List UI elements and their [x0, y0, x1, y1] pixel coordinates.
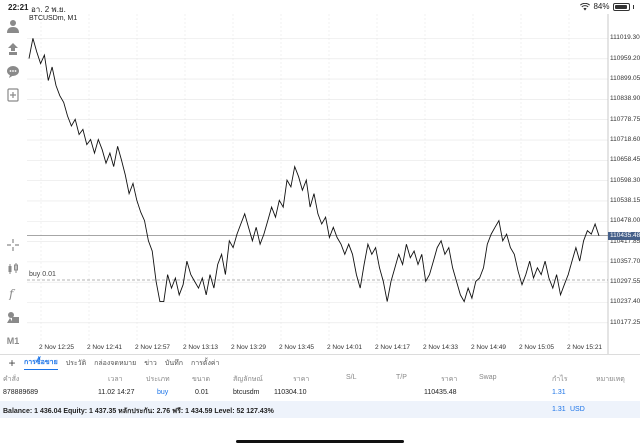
- tab-trade[interactable]: การซื้อขาย: [24, 357, 58, 370]
- col-swap[interactable]: Swap: [479, 374, 497, 381]
- wifi-icon: [580, 2, 591, 10]
- trade-icon[interactable]: [3, 39, 23, 59]
- battery-percent: 84%: [593, 2, 610, 11]
- cell-profit: 1.31: [552, 389, 566, 396]
- x-tick-label: 2 Nov 14:17: [375, 344, 411, 351]
- status-time: 22:21: [8, 3, 29, 12]
- col-price[interactable]: ราคา: [293, 376, 310, 383]
- account-icon[interactable]: [3, 16, 23, 36]
- y-tick-label: 111019.30: [610, 34, 640, 42]
- y-tick-label: 110899.05: [610, 75, 640, 83]
- symbol-label: BTCUSDm, M1: [29, 15, 78, 22]
- tab-mailbox[interactable]: กล่องจดหมาย: [94, 359, 137, 367]
- tab-news[interactable]: ข่าว: [144, 359, 157, 367]
- candlestick-icon[interactable]: [3, 259, 23, 279]
- y-tick-label: 110959.20: [610, 54, 640, 62]
- status-date: อา. 2 พ.ย.: [31, 5, 66, 14]
- balance-summary: Balance: 1 436.04 Equity: 1 437.35 หลักป…: [3, 408, 274, 415]
- crosshair-icon[interactable]: [3, 235, 23, 255]
- x-tick-label: 2 Nov 14:33: [423, 344, 459, 351]
- y-tick-label: 110838.90: [610, 95, 640, 103]
- bottom-tab-bar: + การซื้อขาย ประวัติ กล่องจดหมาย ข่าว บั…: [0, 354, 640, 371]
- chart-canvas[interactable]: [27, 14, 640, 354]
- col-type[interactable]: ประเภท: [146, 376, 170, 383]
- y-tick-label: 110297.55: [610, 278, 640, 286]
- indicator-icon[interactable]: f: [3, 283, 23, 303]
- cell-symbol: btcusdm: [233, 389, 260, 396]
- col-symbol[interactable]: สัญลักษณ์: [233, 376, 263, 383]
- status-indicators: 84%: [580, 2, 634, 11]
- y-tick-label: 110417.85: [610, 237, 640, 245]
- col-comment[interactable]: หมายเหตุ: [596, 376, 625, 383]
- table-header: คำสั่ง เวลา ประเภท ขนาด สัญลักษณ์ ราคา S…: [0, 371, 640, 385]
- x-tick-label: 2 Nov 12:41: [87, 344, 123, 351]
- current-price-tag: 110435.48: [608, 231, 640, 240]
- total-profit: 1.31: [552, 406, 566, 413]
- tab-settings[interactable]: การตั้งค่า: [190, 359, 220, 367]
- y-tick-label: 110538.15: [610, 196, 640, 204]
- tab-history[interactable]: ประวัติ: [65, 359, 87, 367]
- cell-volume: 0.01: [195, 389, 209, 396]
- cell-order: 878889689: [3, 389, 39, 396]
- cell-time: 11.02 14:27: [98, 389, 135, 396]
- add-button[interactable]: +: [8, 356, 16, 370]
- y-tick-label: 110778.75: [610, 115, 640, 123]
- tab-journal[interactable]: บันทึก: [164, 359, 183, 367]
- balance-bar: Balance: 1 436.04 Equity: 1 437.35 หลักป…: [0, 401, 640, 418]
- col-profit[interactable]: กำไร: [552, 376, 568, 383]
- cell-type: buy: [157, 389, 169, 396]
- new-chart-icon[interactable]: [3, 85, 23, 105]
- battery-icon: [612, 2, 630, 11]
- y-tick-label: 110237.40: [610, 298, 640, 306]
- y-tick-label: 110357.70: [610, 257, 640, 265]
- x-tick-label: 2 Nov 12:25: [39, 344, 75, 351]
- y-tick-label: 110478.00: [610, 217, 640, 225]
- col-volume[interactable]: ขนาด: [192, 376, 211, 383]
- col-tp[interactable]: T/P: [396, 374, 407, 381]
- y-tick-label: 110177.25: [610, 318, 640, 326]
- positions-table: คำสั่ง เวลา ประเภท ขนาด สัญลักษณ์ ราคา S…: [0, 371, 640, 402]
- cell-current-price: 110435.48: [424, 389, 457, 396]
- y-tick-label: 110718.60: [610, 136, 640, 144]
- x-tick-label: 2 Nov 15:21: [567, 344, 603, 351]
- col-time[interactable]: เวลา: [108, 376, 123, 383]
- y-tick-label: 110658.45: [610, 156, 640, 164]
- cell-open-price: 110304.10: [274, 389, 307, 396]
- col-current-price[interactable]: ราคา: [441, 376, 458, 383]
- x-tick-label: 2 Nov 13:29: [231, 344, 267, 351]
- x-tick-label: 2 Nov 14:01: [327, 344, 363, 351]
- x-tick-label: 2 Nov 12:57: [135, 344, 171, 351]
- status-bar: 22:21 อา. 2 พ.ย. 84%: [0, 0, 640, 14]
- price-series-line: [28, 38, 600, 303]
- col-sl[interactable]: S/L: [346, 374, 357, 381]
- timeframe-button[interactable]: M1: [6, 336, 20, 346]
- col-order[interactable]: คำสั่ง: [3, 376, 20, 383]
- price-chart[interactable]: BTCUSDm, M1 buy 0.01 111019.30 110959.20 1…: [27, 14, 640, 354]
- home-indicator: [236, 440, 404, 443]
- x-tick-label: 2 Nov 13:45: [279, 344, 315, 351]
- table-row[interactable]: 878889689 11.02 14:27 buy 0.01 btcusdm 1…: [0, 385, 640, 402]
- y-tick-label: 110598.30: [610, 176, 640, 184]
- order-line-label: buy 0.01: [29, 270, 56, 278]
- x-tick-label: 2 Nov 14:49: [471, 344, 507, 351]
- svg-text:f: f: [8, 287, 16, 300]
- chat-icon[interactable]: [3, 62, 23, 82]
- objects-icon[interactable]: [3, 307, 23, 327]
- left-toolbar: f M1: [0, 14, 27, 354]
- currency-label: USD: [570, 406, 585, 413]
- x-tick-label: 2 Nov 15:05: [519, 344, 555, 351]
- x-tick-label: 2 Nov 13:13: [183, 344, 219, 351]
